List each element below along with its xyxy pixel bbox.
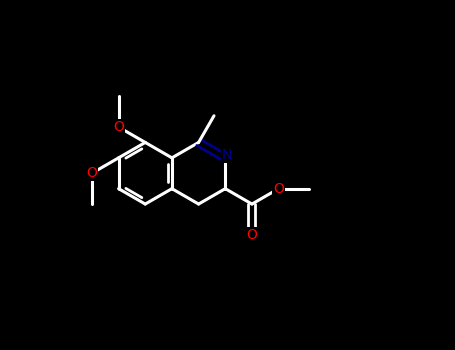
Text: O: O	[113, 120, 124, 134]
Text: N: N	[222, 148, 232, 162]
Text: O: O	[86, 166, 97, 180]
Text: O: O	[273, 182, 284, 196]
Text: O: O	[247, 228, 258, 242]
